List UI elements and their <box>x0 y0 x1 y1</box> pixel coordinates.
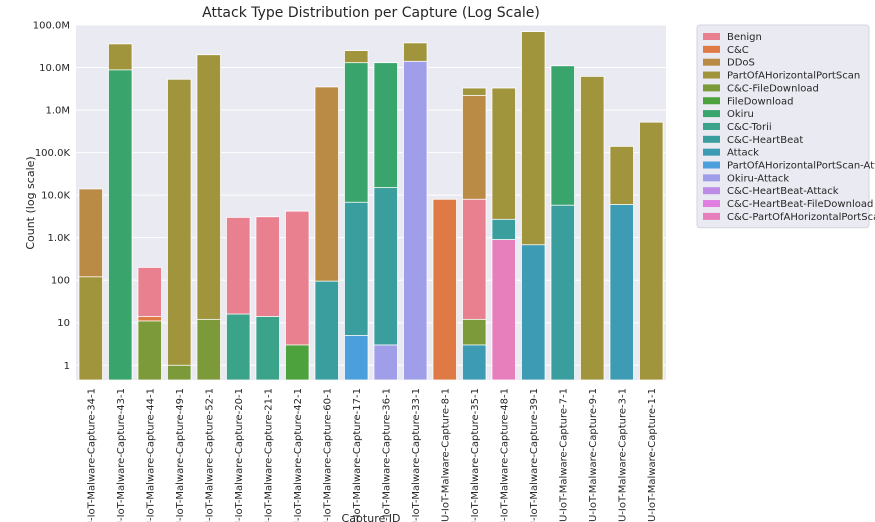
legend: BenignC&CDDoSPartOfAHorizontalPortScanC&… <box>696 24 875 229</box>
x-tick-label: CTU-IoT-Malware-Capture-21-1 <box>263 388 274 522</box>
x-tick-label: CTU-IoT-Malware-Capture-9-1 <box>588 388 599 522</box>
legend-swatch <box>703 97 720 105</box>
x-tick-label: CTU-IoT-Malware-Capture-34-1 <box>86 388 97 522</box>
x-tick-label: CTU-IoT-Malware-Capture-7-1 <box>558 388 569 522</box>
bar-c-c-heartbeat <box>550 204 575 381</box>
x-tick-label: CTU-IoT-Malware-Capture-43-1 <box>116 388 127 522</box>
x-tick-label: CTU-IoT-Malware-Capture-3-1 <box>617 388 628 522</box>
bar-c-c-torii <box>255 316 280 381</box>
x-tick-label: CTU-IoT-Malware-Capture-52-1 <box>204 388 215 522</box>
legend-swatch <box>703 84 720 92</box>
legend-swatch <box>703 212 720 220</box>
bar-attack <box>462 344 487 381</box>
legend-label: C&C-HeartBeat <box>727 135 803 146</box>
legend-label: C&C-PartOfAHorizontalPortScan <box>727 212 875 223</box>
legend-swatch <box>703 110 720 118</box>
x-tick-label: CTU-IoT-Malware-Capture-42-1 <box>293 388 304 522</box>
bar-partofahorizontalportscan <box>639 121 664 381</box>
bar-partofahorizontalportscan <box>78 276 103 381</box>
legend-label: C&C-Torii <box>727 122 772 133</box>
legend-swatch <box>703 122 720 130</box>
x-tick-label: CTU-IoT-Malware-Capture-1-1 <box>647 388 658 522</box>
y-tick-label: 10 <box>57 318 70 329</box>
legend-label: PartOfAHorizontalPortScan-Attack <box>727 161 875 172</box>
x-axis-ticks: CTU-IoT-Malware-Capture-34-1 CTU-IoT-Malw… <box>86 388 658 522</box>
legend-swatch <box>703 135 720 143</box>
bar-filedownload <box>285 344 310 381</box>
legend-label: C&C-FileDownload <box>727 83 819 94</box>
plot-area <box>76 25 666 380</box>
y-tick-label: 1.0M <box>45 106 70 117</box>
y-tick-label: 100.0M <box>33 21 70 32</box>
legend-label: DDoS <box>727 58 755 69</box>
y-tick-label: 1 <box>64 361 70 372</box>
bar-partofahorizontalportscan <box>167 78 192 381</box>
legend-swatch <box>703 174 720 182</box>
legend-swatch <box>703 58 720 66</box>
bar-attack <box>521 244 546 381</box>
x-tick-label: CTU-IoT-Malware-Capture-17-1 <box>352 388 363 522</box>
bar-attack <box>609 204 634 381</box>
bar-okiru-attack <box>373 344 398 381</box>
legend-swatch <box>703 161 720 169</box>
legend-label: PartOfAHorizontalPortScan <box>727 71 860 82</box>
y-tick-label: 1.0K <box>48 233 71 244</box>
bar-okiru-attack <box>403 60 428 381</box>
x-tick-label: CTU-IoT-Malware-Capture-8-1 <box>440 388 451 522</box>
legend-swatch <box>703 45 720 53</box>
x-tick-label: CTU-IoT-Malware-Capture-36-1 <box>381 388 392 522</box>
legend-swatch <box>703 71 720 79</box>
y-tick-label: 10.0M <box>39 63 70 74</box>
bar-okiru <box>108 69 133 381</box>
bar-partofahorizontalportscan <box>580 75 605 381</box>
x-tick-label: CTU-IoT-Malware-Capture-33-1 <box>411 388 422 522</box>
legend-label: Benign <box>727 32 762 43</box>
x-axis-label: Capture ID <box>342 512 401 522</box>
legend-swatch <box>703 148 720 156</box>
legend-label: Okiru-Attack <box>727 173 789 184</box>
x-tick-label: CTU-IoT-Malware-Capture-60-1 <box>322 388 333 522</box>
bars <box>78 31 664 381</box>
x-tick-label: CTU-IoT-Malware-Capture-44-1 <box>145 388 156 522</box>
legend-label: C&C <box>727 45 749 56</box>
legend-swatch <box>703 200 720 208</box>
legend-box <box>696 24 870 229</box>
y-axis-ticks: 1 10 100 1.0K 10.0K 100.0K 1.0M 10.0M 100.0M <box>33 21 71 372</box>
legend-label: C&C-HeartBeat-Attack <box>727 186 839 197</box>
x-tick-label: CTU-IoT-Malware-Capture-39-1 <box>529 388 540 522</box>
x-tick-label: CTU-IoT-Malware-Capture-48-1 <box>499 388 510 522</box>
x-tick-label: CTU-IoT-Malware-Capture-35-1 <box>470 388 481 522</box>
y-tick-label: 100.0K <box>35 148 71 159</box>
legend-swatch <box>703 33 720 40</box>
bar-c-c-filedownload <box>196 318 221 381</box>
bar-c-c-filedownload <box>167 364 192 381</box>
bar-c-c-torii <box>226 313 251 381</box>
chart-title: Attack Type Distribution per Capture (Lo… <box>202 5 540 21</box>
legend-swatch <box>703 187 720 195</box>
y-tick-label: 100 <box>51 276 70 287</box>
y-axis-label: Count (log scale) <box>24 156 37 249</box>
x-tick-label: CTU-IoT-Malware-Capture-49-1 <box>175 388 186 522</box>
legend-label: Okiru <box>727 109 754 120</box>
legend-label: C&C-HeartBeat-FileDownload <box>727 199 873 210</box>
legend-label: Attack <box>727 148 759 159</box>
legend-label: FileDownload <box>727 96 793 107</box>
bar-c-c-partofahorizontalportscan <box>491 239 516 381</box>
bar-c-c-filedownload <box>137 320 162 381</box>
bar-c-c-heartbeat <box>314 280 339 381</box>
bar-partofahorizontalportscan-attack <box>344 335 369 381</box>
y-tick-label: 10.0K <box>41 191 70 202</box>
bar-c-c <box>432 198 457 381</box>
x-tick-label: CTU-IoT-Malware-Capture-20-1 <box>234 388 245 522</box>
